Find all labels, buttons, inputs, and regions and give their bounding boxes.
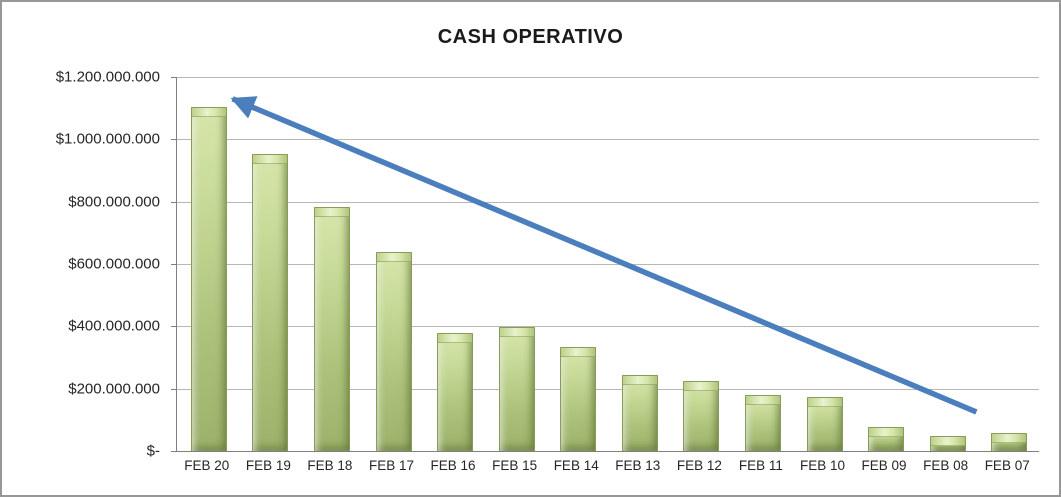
bar-feb-16 xyxy=(437,333,474,451)
bar-feb-18 xyxy=(313,207,350,451)
chart-title: CASH OPERATIVO xyxy=(437,26,624,48)
x-axis-label: FEB 16 xyxy=(430,458,476,473)
bar-feb-19 xyxy=(252,154,289,451)
bar-feb-12 xyxy=(683,381,720,451)
x-axis-label: FEB 09 xyxy=(861,458,907,473)
x-axis-label: FEB 15 xyxy=(492,458,538,473)
bar-feb-10 xyxy=(806,397,843,451)
x-axis-label: FEB 11 xyxy=(738,458,783,473)
y-tick-label: $- xyxy=(146,442,160,460)
gridline xyxy=(177,388,1039,390)
x-axis-label: FEB 12 xyxy=(676,458,722,473)
bar-feb-14 xyxy=(560,347,597,451)
gridline xyxy=(177,77,1039,78)
x-axis-label: FEB 17 xyxy=(368,458,415,473)
gridline xyxy=(177,264,1039,265)
y-tick-label: $800.000.000 xyxy=(68,193,160,211)
bar-feb-08 xyxy=(929,436,966,451)
gridline xyxy=(177,139,1039,141)
bar-feb-15 xyxy=(498,327,535,451)
y-axis-tick xyxy=(171,77,177,78)
bar-feb-07 xyxy=(991,433,1028,451)
bar-feb-11 xyxy=(744,395,781,451)
bar-feb-13 xyxy=(621,375,658,451)
y-tick-label: $400.000.000 xyxy=(68,317,160,335)
gridline xyxy=(177,201,1039,203)
y-axis-tick xyxy=(171,201,177,203)
x-axis-label: FEB 20 xyxy=(184,458,230,473)
x-axis-label: FEB 18 xyxy=(307,458,353,473)
bar-feb-17 xyxy=(375,252,412,451)
y-tick-label: $1.200.000.000 xyxy=(55,68,160,86)
gridline xyxy=(177,326,1039,328)
x-axis-label: FEB 19 xyxy=(245,458,291,473)
x-axis-label: FEB 14 xyxy=(553,458,599,473)
y-axis-tick xyxy=(171,264,177,265)
y-axis-tick xyxy=(171,388,177,390)
x-axis-label: FEB 13 xyxy=(615,458,661,473)
y-tick-label: $600.000.000 xyxy=(68,255,160,273)
y-axis-tick xyxy=(171,139,177,141)
y-tick-label: $200.000.000 xyxy=(68,380,160,398)
plot-area xyxy=(171,77,1039,452)
x-axis-label: FEB 07 xyxy=(984,458,1030,473)
bar-feb-09 xyxy=(868,427,905,451)
y-axis-tick xyxy=(171,451,177,452)
x-axis: FEB 20 FEB 19 FEB 18 FEB 17 FEB 16 FEB 15 FEB … xyxy=(176,458,1038,482)
x-axis-label: FEB 10 xyxy=(799,458,846,473)
x-axis-label: FEB 08 xyxy=(923,458,969,473)
y-axis-tick xyxy=(171,326,177,328)
y-tick-label: $1.000.000.000 xyxy=(55,130,160,148)
bar-feb-20 xyxy=(190,107,227,451)
y-axis: $- $200.000.000 $400.000.000 $600.000.000 $8… xyxy=(2,69,160,460)
